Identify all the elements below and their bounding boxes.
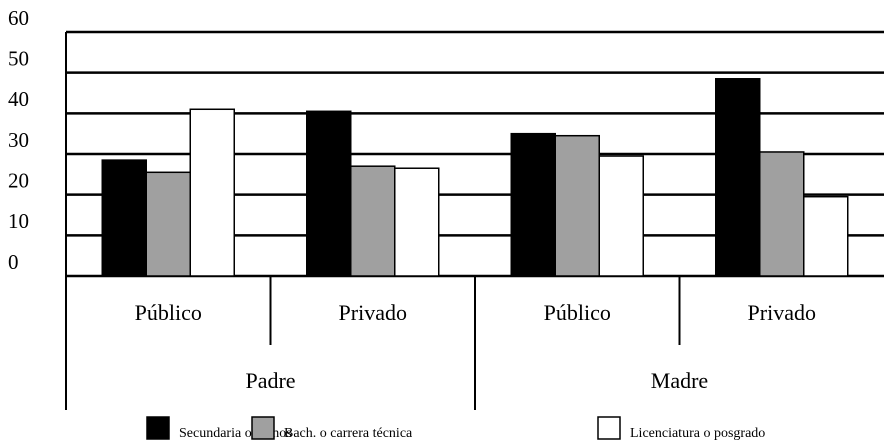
bar <box>759 151 805 277</box>
bar <box>510 132 556 277</box>
legend-label: Secundaria o menos <box>179 426 292 441</box>
y-tick-label: 20 <box>8 168 29 192</box>
group-label: Padre <box>245 368 295 393</box>
y-tick-label: 40 <box>8 87 29 111</box>
bar <box>350 165 396 277</box>
legend-label: Bach. o carrera técnica <box>284 426 413 441</box>
legend-label: Licenciatura o posgrado <box>630 426 765 441</box>
legend-swatch <box>146 416 170 440</box>
bar <box>189 108 235 277</box>
bar <box>306 110 352 277</box>
bar <box>803 195 849 277</box>
bar <box>101 159 147 277</box>
y-tick-label: 60 <box>8 6 29 30</box>
bar <box>554 134 600 277</box>
bar <box>145 171 191 277</box>
bar <box>394 167 440 277</box>
x-tick-label: Privado <box>748 300 816 325</box>
group-label: Madre <box>651 368 708 393</box>
y-tick-label: 0 <box>8 250 19 274</box>
x-tick-label: Privado <box>339 300 407 325</box>
bar <box>598 155 644 277</box>
y-tick-label: 30 <box>8 128 29 152</box>
x-tick-label: Público <box>544 300 611 325</box>
legend-swatch <box>597 416 621 440</box>
legend-swatch <box>251 416 275 440</box>
bar <box>715 78 761 277</box>
y-tick-label: 10 <box>8 209 29 233</box>
y-tick-label: 50 <box>8 46 29 70</box>
x-tick-label: Público <box>135 300 202 325</box>
